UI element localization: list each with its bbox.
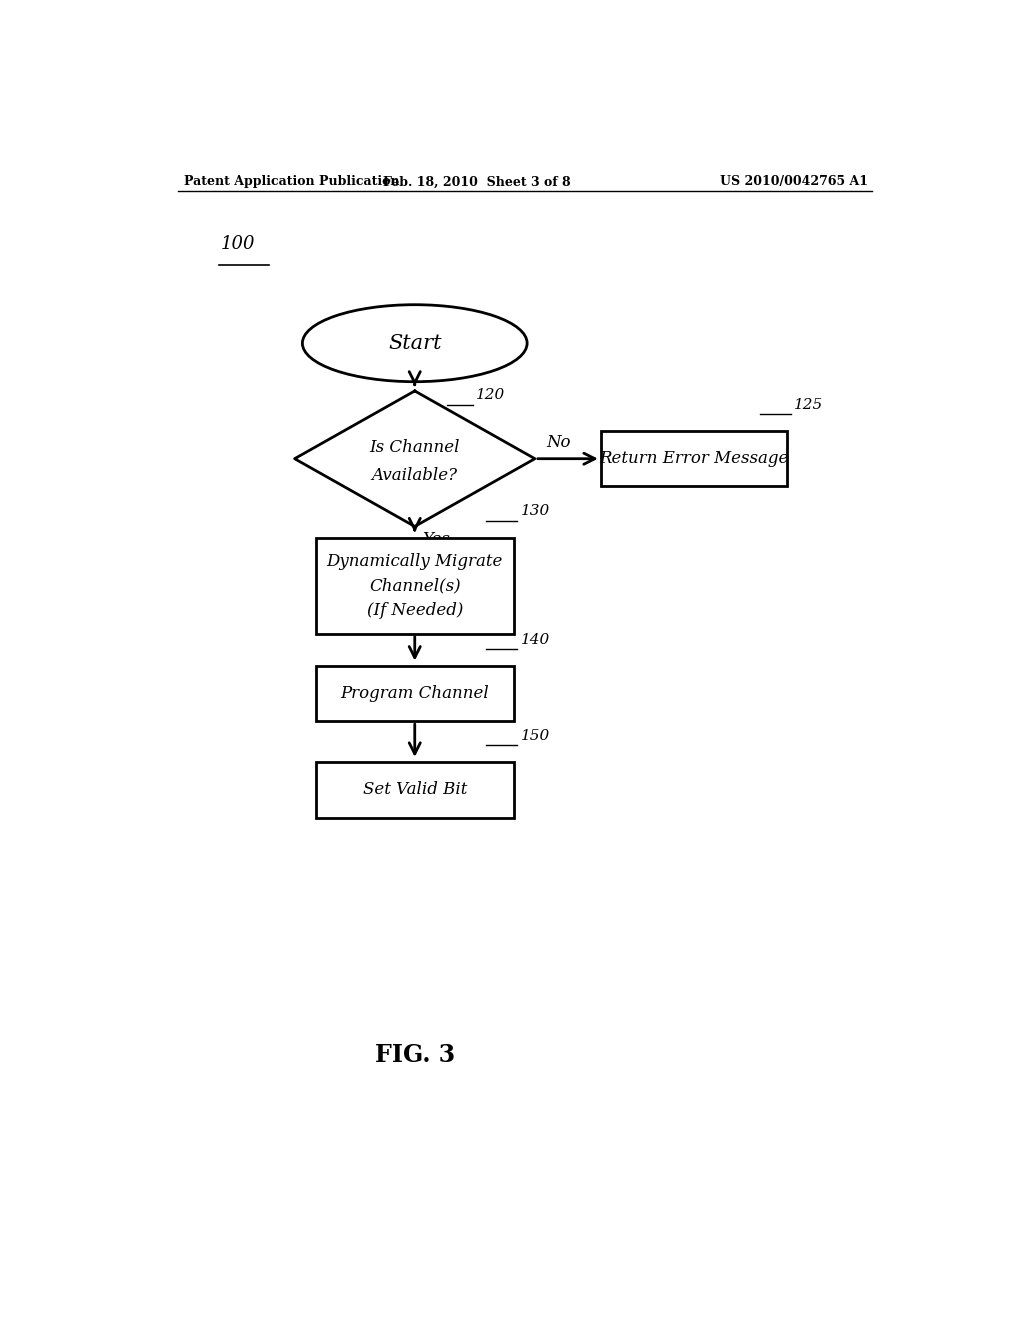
Text: Is Channel: Is Channel	[370, 438, 460, 455]
Text: Channel(s): Channel(s)	[369, 577, 461, 594]
FancyBboxPatch shape	[316, 762, 514, 817]
Ellipse shape	[302, 305, 527, 381]
Text: Available?: Available?	[372, 467, 458, 484]
Text: Set Valid Bit: Set Valid Bit	[362, 781, 467, 799]
Text: 130: 130	[520, 504, 550, 519]
Text: (If Needed): (If Needed)	[367, 602, 463, 619]
Text: Patent Application Publication: Patent Application Publication	[183, 176, 399, 189]
Text: US 2010/0042765 A1: US 2010/0042765 A1	[720, 176, 868, 189]
Text: No: No	[547, 434, 571, 451]
Text: 120: 120	[476, 388, 505, 401]
Text: 125: 125	[794, 397, 823, 412]
Text: Return Error Message: Return Error Message	[599, 450, 788, 467]
FancyBboxPatch shape	[316, 537, 514, 634]
Text: 150: 150	[520, 729, 550, 743]
FancyBboxPatch shape	[316, 665, 514, 721]
Text: Yes: Yes	[423, 531, 451, 548]
Text: Program Channel: Program Channel	[340, 685, 489, 702]
Polygon shape	[295, 391, 535, 527]
Text: 140: 140	[520, 632, 550, 647]
Text: Start: Start	[388, 334, 441, 352]
FancyBboxPatch shape	[601, 430, 786, 487]
Text: Dynamically Migrate: Dynamically Migrate	[327, 553, 503, 570]
Text: 100: 100	[221, 235, 256, 253]
Text: Feb. 18, 2010  Sheet 3 of 8: Feb. 18, 2010 Sheet 3 of 8	[383, 176, 570, 189]
Text: FIG. 3: FIG. 3	[375, 1043, 455, 1068]
